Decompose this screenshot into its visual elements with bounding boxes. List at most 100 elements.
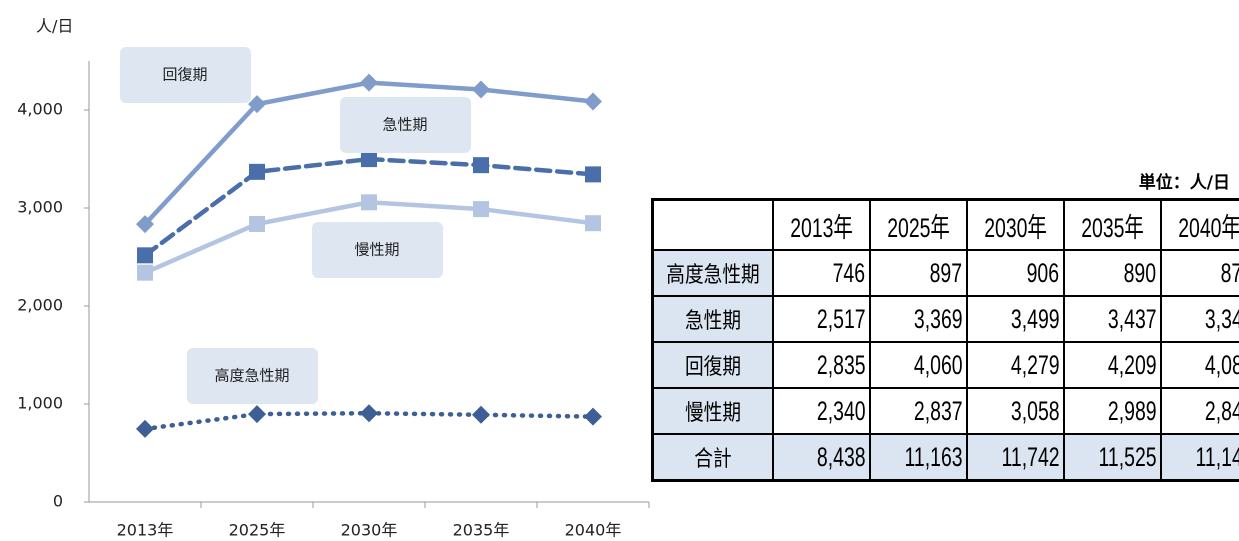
marker — [249, 215, 265, 232]
marker — [249, 163, 265, 180]
cell-text: 2040年 — [1178, 212, 1239, 243]
data-table: 2013年 2025年 2030年 2035年 2040年高度急性期 746 897 906 8… — [651, 198, 1239, 482]
table-cell: 4,209 — [1063, 341, 1163, 389]
table-cell: 2030年 — [966, 198, 1066, 251]
marker — [248, 95, 266, 114]
table-cell: 4,060 — [869, 341, 969, 389]
y-tick-label: 0 — [53, 492, 63, 511]
marker — [361, 194, 377, 211]
cell-text: 3,369 — [913, 303, 963, 334]
cell-text: 3,058 — [1010, 395, 1060, 426]
table-cell: 合計 — [651, 433, 775, 482]
table-cell: 慢性期 — [651, 387, 775, 435]
x-tick-label: 2030年 — [341, 521, 398, 540]
table-cell: 回復期 — [651, 341, 775, 389]
cell-text: 890 — [1123, 257, 1157, 288]
cell-text: 2,837 — [913, 395, 963, 426]
table-cell: 2025年 — [869, 198, 969, 251]
chart: 人/日 0 1,000 2,000 3,000 4,000 2013年 2025年 2030年… — [17, 17, 650, 540]
marker — [472, 405, 490, 424]
table-cell: 4,087 — [1160, 341, 1239, 389]
marker — [248, 405, 266, 424]
table-cell: 2040年 — [1160, 198, 1239, 251]
series-label: 急性期 — [382, 116, 427, 134]
table-cell: 3,343 — [1160, 295, 1239, 343]
y-axis-label: 人/日 — [36, 17, 73, 36]
marker — [585, 166, 601, 183]
series-label: 高度急性期 — [214, 367, 289, 385]
table-row: 高度急性期 746 897 906 890 871 — [651, 249, 1239, 297]
table-cell: 746 — [772, 249, 872, 297]
table-cell: 11,525 — [1063, 433, 1163, 482]
marker — [472, 80, 490, 99]
y-tick-label: 2,000 — [17, 296, 63, 315]
marker — [473, 157, 489, 174]
y-tick-label: 3,000 — [17, 198, 63, 217]
table-cell: 3,369 — [869, 295, 969, 343]
table-cell: 3,437 — [1063, 295, 1163, 343]
table-cell: 2,845 — [1160, 387, 1239, 435]
table-cell: 11,742 — [966, 433, 1066, 482]
marker — [584, 92, 602, 111]
x-tick-label: 2013年 — [117, 521, 174, 540]
cell-text: 4,060 — [913, 349, 963, 380]
table-cell: 8,438 — [772, 433, 872, 482]
callout-box — [120, 47, 251, 103]
table-cell: 2,835 — [772, 341, 872, 389]
table-cell: 2,517 — [772, 295, 872, 343]
x-tick-label: 2025年 — [229, 521, 286, 540]
cell-text: 8,438 — [816, 441, 866, 472]
cell-text: 2,340 — [816, 395, 866, 426]
cell-text: 4,087 — [1204, 349, 1239, 380]
callout-box — [187, 348, 318, 404]
table-row: 回復期 2,835 4,060 4,279 4,209 4,087 — [651, 341, 1239, 389]
y-tick-label: 4,000 — [17, 100, 63, 119]
cell-text: 746 — [832, 257, 866, 288]
table-cell: 急性期 — [651, 295, 775, 343]
x-tick-label: 2040年 — [565, 521, 622, 540]
callout-box — [340, 97, 471, 153]
table-cell: 890 — [1063, 249, 1163, 297]
cell-text: 3,437 — [1107, 303, 1157, 334]
marker — [360, 73, 378, 92]
cell-text: 3,343 — [1204, 303, 1239, 334]
cell-text: 2,845 — [1204, 395, 1239, 426]
table-cell: 11,146 — [1160, 433, 1239, 482]
cell-text: 慢性期 — [684, 400, 742, 425]
table-cell — [651, 198, 775, 251]
table-cell: 高度急性期 — [651, 249, 775, 297]
table-row: 急性期 2,517 3,369 3,499 3,437 3,343 — [651, 295, 1239, 343]
table-cell: 2,837 — [869, 387, 969, 435]
cell-text: 2025年 — [887, 212, 950, 243]
cell-text: 2035年 — [1081, 212, 1145, 243]
table-cell: 906 — [966, 249, 1066, 297]
table-cell: 897 — [869, 249, 969, 297]
cell-text: 4,279 — [1010, 349, 1060, 380]
table-row: 慢性期 2,340 2,837 3,058 2,989 2,845 — [651, 387, 1239, 435]
cell-text: 2013年 — [790, 212, 853, 243]
table-cell: 2035年 — [1063, 198, 1163, 251]
cell-text: 3,499 — [1010, 303, 1060, 334]
table-cell: 4,279 — [966, 341, 1066, 389]
cell-text: 回復期 — [684, 354, 742, 379]
cell-text: 高度急性期 — [666, 262, 760, 287]
table-cell: 2,989 — [1063, 387, 1163, 435]
cell-text: 2,835 — [816, 349, 866, 380]
table-cell: 3,499 — [966, 295, 1066, 343]
marker — [136, 419, 154, 438]
marker — [361, 151, 377, 168]
cell-text: 906 — [1026, 257, 1060, 288]
cell-text: 11,742 — [1001, 441, 1060, 472]
table-cell: 11,163 — [869, 433, 969, 482]
marker — [360, 404, 378, 423]
marker — [137, 264, 153, 281]
x-tick-label: 2035年 — [453, 521, 510, 540]
unit-label: 単位：人/日 — [1138, 173, 1230, 193]
marker — [473, 201, 489, 218]
cell-text: 871 — [1220, 257, 1239, 288]
cell-text: 11,146 — [1195, 441, 1239, 472]
table-row: 2013年 2025年 2030年 2035年 2040年 — [651, 198, 1239, 251]
cell-text: 897 — [929, 257, 963, 288]
series-label: 回復期 — [162, 66, 207, 84]
